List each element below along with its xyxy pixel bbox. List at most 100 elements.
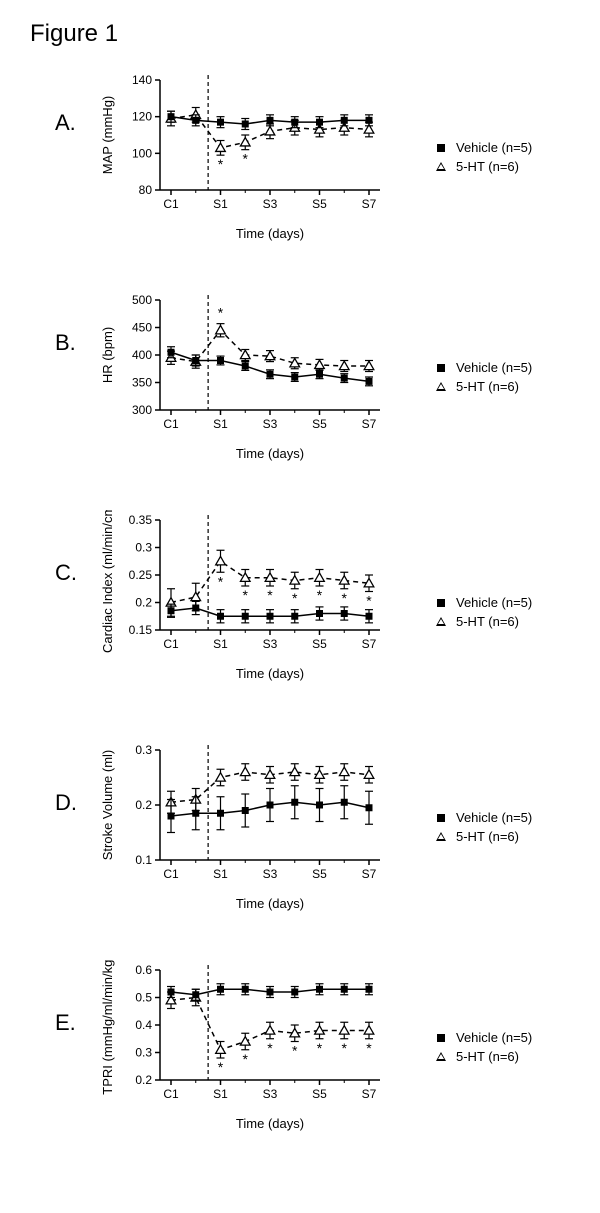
svg-text:0.2: 0.2 xyxy=(135,1073,152,1087)
svg-text:*: * xyxy=(243,151,249,167)
svg-text:0.6: 0.6 xyxy=(135,963,152,977)
svg-text:S3: S3 xyxy=(263,867,278,881)
svg-text:S7: S7 xyxy=(362,417,377,431)
svg-text:120: 120 xyxy=(132,110,152,124)
svg-text:*: * xyxy=(292,590,298,606)
svg-text:0.5: 0.5 xyxy=(135,991,152,1005)
panel-label-E: E. xyxy=(55,1010,76,1036)
svg-text:450: 450 xyxy=(132,321,152,335)
svg-text:80: 80 xyxy=(139,183,153,197)
svg-text:0.4: 0.4 xyxy=(135,1018,152,1032)
chart-A: 80100120140C1S1S3S5S7MAP (mmHg)Time (day… xyxy=(90,70,430,260)
legend-5ht-label: 5-HT (n=6) xyxy=(456,159,519,174)
legend-vehicle-label: Vehicle (n=5) xyxy=(456,140,532,155)
svg-text:C1: C1 xyxy=(163,197,179,211)
svg-text:*: * xyxy=(317,1040,323,1056)
svg-text:Stroke Volume (ml): Stroke Volume (ml) xyxy=(100,750,115,861)
legend-vehicle-label: Vehicle (n=5) xyxy=(456,360,532,375)
svg-text:0.2: 0.2 xyxy=(135,798,152,812)
legend-D: Vehicle (n=5) 5-HT (n=6) xyxy=(430,810,532,848)
svg-text:S1: S1 xyxy=(213,867,228,881)
svg-text:S3: S3 xyxy=(263,1087,278,1101)
svg-text:300: 300 xyxy=(132,403,152,417)
chart-D: 0.1 0.2 0.3 C1 S1 S3 S5 S7 Stroke Volume (ml) Tim… xyxy=(90,740,430,930)
svg-text:0.2: 0.2 xyxy=(135,596,152,610)
svg-text:*: * xyxy=(366,1040,372,1056)
svg-text:*: * xyxy=(317,587,323,603)
panel-label-C: C. xyxy=(55,560,77,586)
legend-vehicle: Vehicle (n=5) xyxy=(430,360,532,375)
svg-text:S3: S3 xyxy=(263,197,278,211)
svg-text:S5: S5 xyxy=(312,867,327,881)
svg-text:0.25: 0.25 xyxy=(129,568,153,582)
svg-text:C1: C1 xyxy=(163,867,179,881)
svg-text:0.3: 0.3 xyxy=(135,541,152,555)
svg-text:S1: S1 xyxy=(213,197,228,211)
svg-text:0.1: 0.1 xyxy=(135,853,152,867)
svg-text:*: * xyxy=(342,1040,348,1056)
legend-5ht: 5-HT (n=6) xyxy=(430,159,532,174)
svg-text:TPRI (mmHg/ml/min/kg): TPRI (mmHg/ml/min/kg) xyxy=(100,960,115,1095)
svg-text:400: 400 xyxy=(132,348,152,362)
svg-text:*: * xyxy=(243,1051,249,1067)
chart-C: 0.150.20.250.30.35C1S1S3S5S7Cardiac Inde… xyxy=(90,510,430,700)
legend-vehicle: Vehicle (n=5) xyxy=(430,140,532,155)
svg-text:500: 500 xyxy=(132,293,152,307)
figure-title: Figure 1 xyxy=(30,20,118,48)
legend-vehicle: Vehicle (n=5) xyxy=(430,1030,532,1045)
svg-text:*: * xyxy=(267,587,273,603)
svg-text:*: * xyxy=(218,305,224,321)
legend-5ht-label: 5-HT (n=6) xyxy=(456,614,519,629)
svg-text:*: * xyxy=(342,590,348,606)
svg-text:100: 100 xyxy=(132,146,152,160)
svg-text:S5: S5 xyxy=(312,1087,327,1101)
svg-text:0.15: 0.15 xyxy=(129,623,153,637)
chart-E: 0.20.30.40.50.6C1S1S3S5S7TPRI (mmHg/ml/m… xyxy=(90,960,430,1150)
svg-text:S5: S5 xyxy=(312,637,327,651)
svg-text:0.3: 0.3 xyxy=(135,743,152,757)
legend-vehicle-label: Vehicle (n=5) xyxy=(456,810,532,825)
svg-text:S5: S5 xyxy=(312,417,327,431)
legend-vehicle-label: Vehicle (n=5) xyxy=(456,595,532,610)
svg-text:*: * xyxy=(218,573,224,589)
svg-text:S3: S3 xyxy=(263,417,278,431)
svg-text:*: * xyxy=(218,156,224,172)
svg-text:HR (bpm): HR (bpm) xyxy=(100,327,115,383)
svg-text:S3: S3 xyxy=(263,637,278,651)
svg-text:S7: S7 xyxy=(362,197,377,211)
svg-text:C1: C1 xyxy=(163,417,179,431)
legend-5ht-label: 5-HT (n=6) xyxy=(456,829,519,844)
legend-vehicle: Vehicle (n=5) xyxy=(430,810,532,825)
legend-5ht: 5-HT (n=6) xyxy=(430,379,532,394)
svg-text:*: * xyxy=(366,593,372,609)
svg-text:S1: S1 xyxy=(213,637,228,651)
svg-text:*: * xyxy=(218,1059,224,1075)
svg-text:*: * xyxy=(267,1040,273,1056)
svg-text:0.3: 0.3 xyxy=(135,1046,152,1060)
legend-vehicle: Vehicle (n=5) xyxy=(430,595,532,610)
svg-text:*: * xyxy=(292,1043,298,1059)
svg-text:0.35: 0.35 xyxy=(129,513,153,527)
svg-text:C1: C1 xyxy=(163,637,179,651)
legend-5ht: 5-HT (n=6) xyxy=(430,1049,532,1064)
svg-text:Time (days): Time (days) xyxy=(236,666,304,681)
chart-B: 300 350 400 450 500 C1 S1 S3 S5 S7 HR (bpm) Time (d… xyxy=(90,290,430,480)
legend-E: Vehicle (n=5) 5-HT (n=6) xyxy=(430,1030,532,1068)
legend-vehicle-label: Vehicle (n=5) xyxy=(456,1030,532,1045)
svg-text:C1: C1 xyxy=(163,1087,179,1101)
svg-text:Time (days): Time (days) xyxy=(236,896,304,911)
svg-text:MAP (mmHg): MAP (mmHg) xyxy=(100,96,115,174)
legend-B: Vehicle (n=5) 5-HT (n=6) xyxy=(430,360,532,398)
panel-label-D: D. xyxy=(55,790,77,816)
svg-text:S1: S1 xyxy=(213,417,228,431)
svg-text:Time (days): Time (days) xyxy=(236,226,304,241)
svg-text:S7: S7 xyxy=(362,637,377,651)
svg-text:140: 140 xyxy=(132,73,152,87)
svg-text:Time (days): Time (days) xyxy=(236,446,304,461)
svg-text:350: 350 xyxy=(132,376,152,390)
legend-C: Vehicle (n=5) 5-HT (n=6) xyxy=(430,595,532,633)
panel-label-A: A. xyxy=(55,110,76,136)
legend-5ht-label: 5-HT (n=6) xyxy=(456,1049,519,1064)
panel-label-B: B. xyxy=(55,330,76,356)
svg-text:S7: S7 xyxy=(362,867,377,881)
